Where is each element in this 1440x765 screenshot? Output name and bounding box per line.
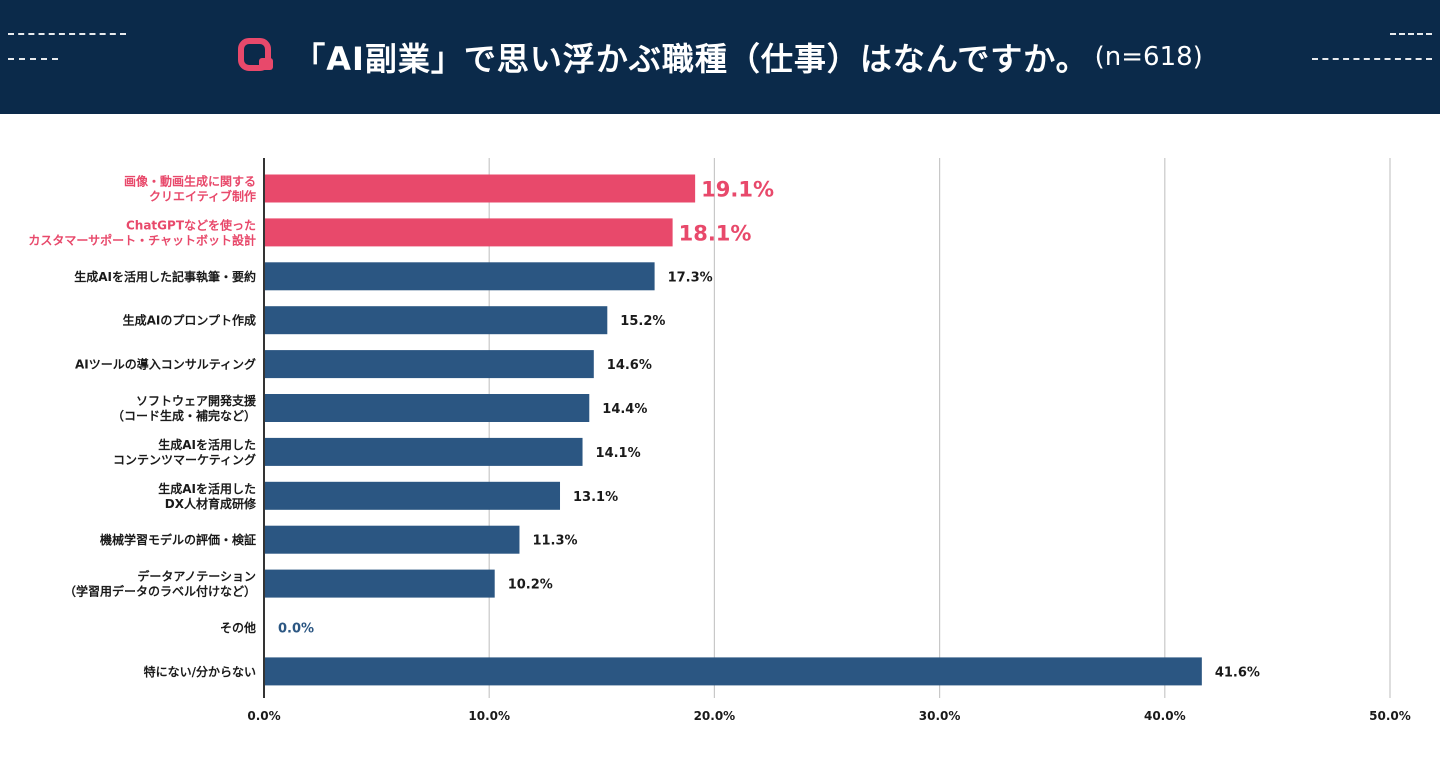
x-tick-label: 40.0% bbox=[1144, 709, 1186, 723]
category-label: ChatGPTなどを使った bbox=[126, 217, 256, 232]
bar-chart: 0.0% 10.0% 20.0% 30.0% 40.0% 50.0% 画像・動画生成に関する… bbox=[28, 158, 1411, 723]
data-label: 41.6% bbox=[1215, 665, 1260, 680]
header-banner: 「AI副業」で思い浮かぶ職種（仕事）はなんですか。 (n=618) bbox=[0, 0, 1440, 114]
bar bbox=[265, 525, 520, 554]
header-title-row: 「AI副業」で思い浮かぶ職種（仕事）はなんですか。 (n=618) bbox=[0, 0, 1440, 114]
x-tick-label: 20.0% bbox=[694, 709, 736, 723]
bar bbox=[265, 394, 590, 422]
data-label: 17.3% bbox=[668, 270, 713, 285]
bar bbox=[265, 350, 594, 379]
category-label: 画像・動画生成に関する bbox=[124, 174, 256, 189]
category-label: ソフトウェア開発支援 bbox=[136, 393, 257, 408]
data-label: 19.1% bbox=[701, 178, 774, 202]
header-dash-right-1 bbox=[1390, 33, 1432, 35]
bar bbox=[265, 174, 696, 203]
data-label: 0.0% bbox=[278, 622, 314, 637]
category-label: 生成AIを活用した bbox=[158, 481, 256, 496]
category-label: （学習用データのラベル付けなど） bbox=[64, 584, 256, 599]
data-label: 18.1% bbox=[679, 221, 752, 245]
category-label: コンテンツマーケティング bbox=[113, 452, 256, 467]
category-label: 生成AIのプロンプト作成 bbox=[123, 313, 256, 328]
data-label: 13.1% bbox=[573, 490, 618, 505]
category-label: 機械学習モデルの評価・検証 bbox=[100, 532, 256, 547]
category-label: 特にない/分からない bbox=[144, 664, 256, 679]
bar bbox=[265, 569, 495, 598]
category-label: 生成AIを活用した記事執筆・要約 bbox=[74, 269, 256, 284]
x-tick-label: 0.0% bbox=[247, 709, 280, 723]
category-label: （コード生成・補完など） bbox=[112, 408, 256, 423]
bar bbox=[265, 306, 608, 335]
bar bbox=[265, 262, 655, 291]
category-label: カスタマーサポート・チャットボット設計 bbox=[28, 232, 256, 247]
chart-title: 「AI副業」で思い浮かぶ職種（仕事）はなんですか。 bbox=[293, 40, 1089, 78]
category-label: データアノテーション bbox=[137, 569, 256, 584]
bar bbox=[265, 218, 673, 247]
category-label: AIツールの導入コンサルティング bbox=[75, 357, 256, 372]
q-logo-icon bbox=[238, 38, 274, 71]
category-label: 生成AIを活用した bbox=[158, 437, 256, 452]
data-label: 14.6% bbox=[607, 358, 652, 373]
data-label: 15.2% bbox=[620, 314, 665, 329]
header-dash-left-2 bbox=[8, 58, 58, 60]
x-tick-label: 10.0% bbox=[468, 709, 510, 723]
bar bbox=[265, 437, 583, 466]
data-label: 11.3% bbox=[532, 534, 577, 549]
x-tick-label: 30.0% bbox=[919, 709, 961, 723]
data-label: 14.1% bbox=[596, 446, 641, 461]
header-dash-left-1 bbox=[8, 33, 126, 35]
category-label: DX人材育成研修 bbox=[165, 496, 257, 511]
bar bbox=[265, 657, 1202, 686]
data-label: 14.4% bbox=[602, 402, 647, 417]
bar bbox=[265, 481, 561, 510]
sample-size-label: (n=618) bbox=[1094, 42, 1203, 72]
header-dash-right-2 bbox=[1312, 58, 1432, 60]
x-tick-label: 50.0% bbox=[1369, 709, 1411, 723]
data-label: 10.2% bbox=[508, 578, 553, 593]
category-label: その他 bbox=[220, 620, 256, 635]
category-label: クリエイティブ制作 bbox=[149, 189, 256, 204]
